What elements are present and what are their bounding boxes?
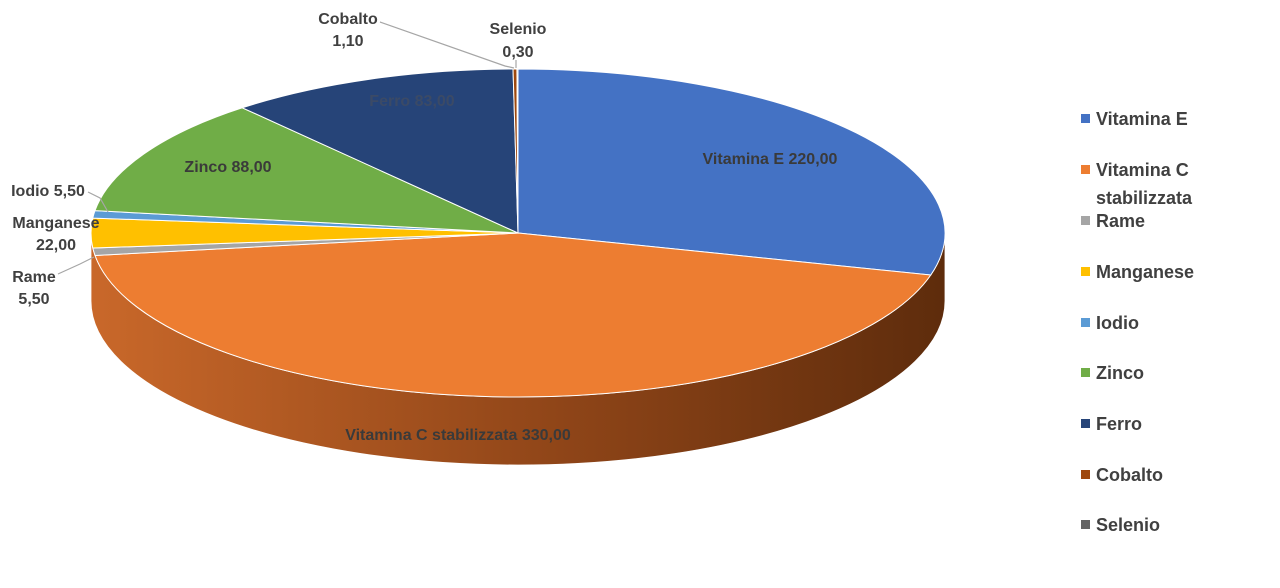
data-label-ferro: Ferro 83,00 — [369, 93, 454, 110]
data-label-cobalto-value: 1,10 — [332, 33, 363, 50]
slice-selenio — [516, 68, 519, 234]
legend: Vitamina E Vitamina C stabilizzata Rame … — [1081, 109, 1194, 535]
slice-vitamina-c-stabilizzata — [94, 232, 932, 398]
legend-swatch-zinco — [1081, 368, 1090, 377]
data-label-zinco: Zinco 88,00 — [184, 159, 271, 176]
slice-vitamina-e — [517, 68, 946, 276]
legend-label-selenio: Selenio — [1096, 515, 1160, 535]
legend-label-vitamina-e: Vitamina E — [1096, 109, 1188, 129]
legend-label-vitamina-c-line1: Vitamina C — [1096, 160, 1189, 180]
legend-swatch-selenio — [1081, 520, 1090, 529]
data-label-iodio: Iodio 5,50 — [11, 183, 85, 200]
data-label-rame-value: 5,50 — [18, 291, 49, 308]
legend-label-cobalto: Cobalto — [1096, 465, 1163, 485]
data-label-rame-name: Rame — [12, 269, 56, 286]
data-label-selenio-name: Selenio — [490, 21, 547, 38]
legend-swatch-rame — [1081, 216, 1090, 225]
data-label-cobalto-name: Cobalto — [318, 11, 378, 28]
legend-swatch-manganese — [1081, 267, 1090, 276]
legend-label-ferro: Ferro — [1096, 414, 1142, 434]
slice-ferro — [240, 68, 519, 234]
leader-line-rame — [57, 256, 95, 275]
legend-swatch-cobalto — [1081, 470, 1090, 479]
data-label-manganese-name: Manganese — [12, 215, 99, 232]
legend-swatch-iodio — [1081, 318, 1090, 327]
legend-label-manganese: Manganese — [1096, 262, 1194, 282]
legend-label-iodio: Iodio — [1096, 313, 1139, 333]
legend-swatch-vitamina-c — [1081, 165, 1090, 174]
legend-swatch-ferro — [1081, 419, 1090, 428]
data-label-selenio-value: 0,30 — [502, 44, 533, 61]
leader-line-cobalto — [379, 21, 515, 69]
data-label-manganese-value: 22,00 — [36, 237, 76, 254]
data-label-vitamina-e: Vitamina E 220,00 — [703, 151, 838, 168]
legend-label-zinco: Zinco — [1096, 363, 1144, 383]
leader-line-iodio — [87, 191, 109, 213]
legend-label-vitamina-c-line2: stabilizzata — [1096, 188, 1193, 208]
legend-swatch-vitamina-e — [1081, 114, 1090, 123]
legend-label-rame: Rame — [1096, 211, 1145, 231]
data-label-vitamina-c: Vitamina C stabilizzata 330,00 — [345, 427, 571, 444]
